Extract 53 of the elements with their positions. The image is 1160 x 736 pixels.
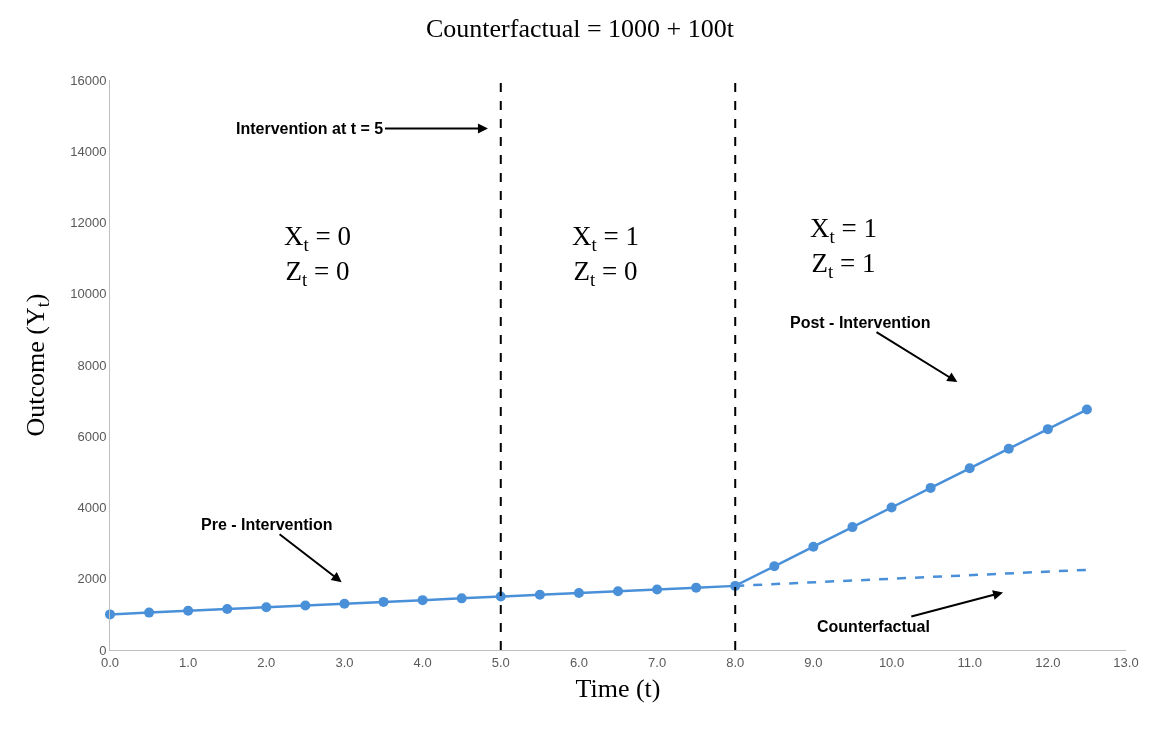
x-tick-label: 2.0: [257, 654, 276, 670]
annotation: Intervention at t = 5: [236, 120, 384, 137]
point: [769, 561, 780, 572]
point: [417, 595, 428, 606]
annotation: Counterfactual: [817, 618, 930, 635]
point: [847, 522, 858, 533]
point: [261, 602, 272, 613]
point: [1081, 404, 1092, 415]
point: [573, 588, 584, 598]
x-tick-label: 7.0: [648, 654, 667, 670]
annotation: Post - Intervention: [790, 314, 931, 331]
x-tick-label: 13.0: [1113, 654, 1139, 670]
point: [925, 482, 936, 493]
point: [964, 463, 975, 474]
point: [613, 586, 623, 597]
chart-title: Counterfactual = 1000 + 100t: [425, 13, 735, 43]
x-tick-label: 4.0: [413, 654, 432, 670]
y-tick-label: 6000: [77, 428, 107, 444]
point: [691, 582, 702, 593]
annotation: Pre - Intervention: [201, 516, 333, 533]
point: [300, 600, 311, 611]
point: [183, 605, 194, 616]
x-tick-label: 9.0: [804, 654, 823, 670]
annotation: X$_{t}$ = 1 Z$_{t}$ = 1: [810, 213, 877, 282]
y-tick-label: 16000: [70, 72, 107, 88]
x-tick-label: 1.0: [179, 654, 198, 670]
point: [652, 584, 663, 595]
point: [456, 593, 467, 604]
x-tick-label: 5.0: [491, 654, 510, 670]
point: [534, 589, 545, 600]
y-tick-label: 10000: [70, 286, 107, 302]
point: [339, 598, 350, 609]
point: [222, 604, 233, 615]
y-tick-label: 4000: [77, 500, 107, 516]
point: [144, 607, 155, 618]
x-tick-label: 12.0: [1035, 654, 1061, 670]
y-tick-label: 12000: [70, 215, 107, 231]
y-tick-label: 14000: [70, 143, 107, 159]
x-tick-label: 11.0: [957, 654, 982, 670]
point: [886, 502, 897, 513]
x-tick-label: 8.0: [726, 654, 745, 670]
x-tick-label: 10.0: [878, 654, 905, 670]
x-tick-label: 6.0: [569, 654, 588, 670]
point: [1003, 443, 1014, 454]
y-tick-label: 2000: [77, 571, 107, 587]
x-tick-label: 3.0: [335, 654, 354, 670]
x-axis-title: Time (t): [575, 674, 661, 704]
point: [808, 541, 819, 552]
point: [378, 596, 389, 607]
y-tick-label: 8000: [77, 357, 107, 373]
annotation: X$_{t}$ = 1 Z$_{t}$ = 0: [572, 221, 639, 290]
annotation: X$_{t}$ = 0 Z$_{t}$ = 0: [284, 221, 351, 290]
point: [1042, 424, 1053, 435]
